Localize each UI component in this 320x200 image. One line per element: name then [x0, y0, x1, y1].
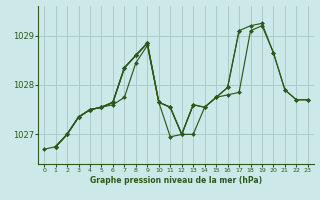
X-axis label: Graphe pression niveau de la mer (hPa): Graphe pression niveau de la mer (hPa) — [90, 176, 262, 185]
